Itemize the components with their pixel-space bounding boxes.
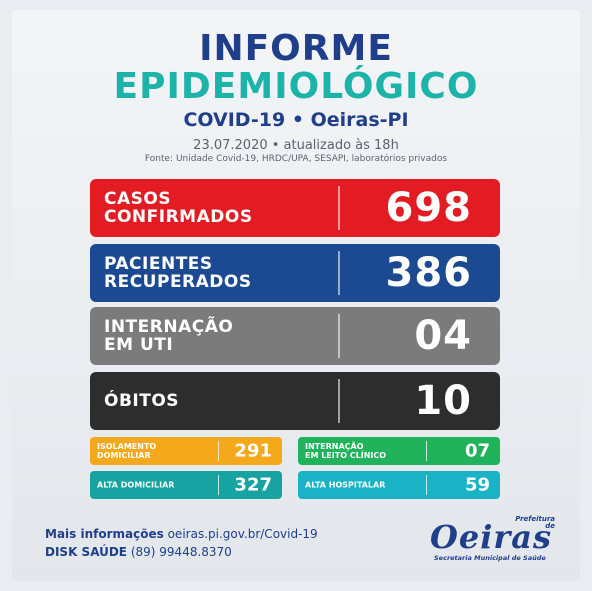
divider xyxy=(338,314,340,358)
deaths-card: ÓBITOS 10 xyxy=(90,372,500,430)
home-discharge-value: 327 xyxy=(234,474,272,496)
home-discharge-card: ALTA DOMICILIAR 327 xyxy=(90,471,282,499)
icu-label: INTERNAÇÃO EM UTI xyxy=(104,318,334,354)
logo-prefeitura: Prefeitura de xyxy=(515,515,555,530)
clinical-bed-label: INTERNAÇÃO EM LEITO CLÍNICO xyxy=(305,442,415,460)
home-isolation-card: ISOLAMENTO DOMICILIAR 291 xyxy=(90,437,282,465)
more-info-link[interactable]: oeiras.pi.gov.br/Covid-19 xyxy=(167,527,318,541)
divider xyxy=(338,186,340,230)
icu-value: 04 xyxy=(414,313,472,359)
recovered-patients-card: PACIENTES RECUPERADOS 386 xyxy=(90,244,500,302)
disk-health-phone: (89) 99448.8370 xyxy=(130,545,232,559)
home-discharge-label: ALTA DOMICILIAR xyxy=(97,480,175,490)
more-info-label: Mais informações xyxy=(45,527,164,541)
logo-secretaria: Secretaria Municipal de Saúde xyxy=(434,554,546,562)
confirmed-label-line1: CASOS xyxy=(104,189,172,209)
recovered-patients-label: PACIENTES RECUPERADOS xyxy=(104,255,334,291)
isolation-label-line1: ISOLAMENTO xyxy=(97,442,157,451)
more-info-line: Mais informações oeiras.pi.gov.br/Covid-… xyxy=(45,527,318,541)
hospital-discharge-label: ALTA HOSPITALAR xyxy=(305,480,386,490)
home-isolation-value: 291 xyxy=(234,440,272,462)
divider xyxy=(218,441,219,461)
disk-health-label: DISK SAÚDE xyxy=(45,545,128,559)
deaths-label-line1: ÓBITOS xyxy=(104,391,180,411)
icu-label-line2: EM UTI xyxy=(104,335,174,355)
divider xyxy=(338,251,340,295)
recovered-label-line2: RECUPERADOS xyxy=(104,272,252,292)
deaths-value: 10 xyxy=(414,378,472,424)
recovered-patients-value: 386 xyxy=(385,250,472,296)
deaths-label: ÓBITOS xyxy=(104,392,334,410)
data-source: Fonte: Unidade Covid-19, HRDC/UPA, SESAP… xyxy=(144,154,448,164)
clinical-label-line1: INTERNAÇÃO xyxy=(305,442,364,451)
icu-label-line1: INTERNAÇÃO xyxy=(104,317,234,337)
subtitle: COVID-19 • Oeiras-PI xyxy=(183,109,409,131)
home-isolation-label: ISOLAMENTO DOMICILIAR xyxy=(97,442,207,460)
confirmed-cases-card: CASOS CONFIRMADOS 698 xyxy=(90,179,500,237)
divider xyxy=(218,475,219,495)
clinical-label-line2: EM LEITO CLÍNICO xyxy=(305,451,387,460)
logo-word: Oeiras xyxy=(430,518,552,556)
recovered-label-line1: PACIENTES xyxy=(104,254,213,274)
confirmed-cases-value: 698 xyxy=(385,185,472,231)
confirmed-cases-label: CASOS CONFIRMADOS xyxy=(104,190,334,226)
isolation-label-line2: DOMICILIAR xyxy=(97,451,151,460)
hospital-discharge-value: 59 xyxy=(464,474,490,496)
clinical-bed-card: INTERNAÇÃO EM LEITO CLÍNICO 07 xyxy=(298,437,500,465)
update-date: 23.07.2020 • atualizado às 18h xyxy=(193,138,399,153)
confirmed-label-line2: CONFIRMADOS xyxy=(104,207,253,227)
clinical-bed-value: 07 xyxy=(464,440,490,462)
divider xyxy=(338,379,340,423)
title-line1: INFORME xyxy=(199,28,393,69)
divider xyxy=(426,441,427,461)
hospital-discharge-card: ALTA HOSPITALAR 59 xyxy=(298,471,500,499)
divider xyxy=(426,475,427,495)
icu-card: INTERNAÇÃO EM UTI 04 xyxy=(90,307,500,365)
oeiras-logo: Oeiras Prefeitura de Secretaria Municipa… xyxy=(430,516,555,566)
title-line2: EPIDEMIOLÓGICO xyxy=(113,66,479,107)
disk-health-line: DISK SAÚDE (89) 99448.8370 xyxy=(45,545,232,559)
